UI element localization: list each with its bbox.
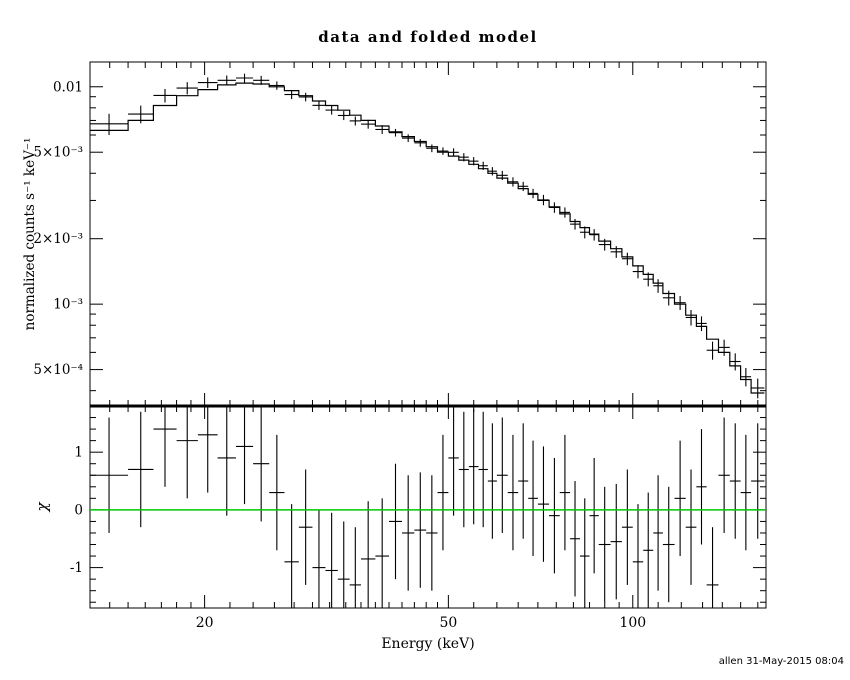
x-tick-label: 20 — [196, 615, 214, 631]
chi-tick-label: 0 — [74, 502, 83, 518]
y-tick-label: 2×10⁻³ — [33, 231, 83, 247]
chi-tick-label: -1 — [70, 560, 83, 576]
x-tick-label: 50 — [439, 615, 457, 631]
model-histogram — [90, 82, 765, 394]
y-axis-label-chi: χ — [33, 502, 51, 512]
y-tick-label: 5×10⁻³ — [33, 145, 83, 161]
y-axis-label-top: normalized counts s⁻¹ keV⁻¹ — [22, 137, 38, 331]
bottom-panel-frame — [89, 405, 767, 609]
x-axis-label: Energy (keV) — [381, 636, 475, 652]
chi-tick-label: 1 — [74, 445, 83, 461]
page-title: data and folded model — [318, 28, 538, 46]
y-tick-label: 5×10⁻⁴ — [33, 362, 83, 378]
top-panel-frame — [89, 61, 767, 407]
y-tick-label: 10⁻³ — [53, 297, 83, 313]
y-tick-label: 0.01 — [53, 79, 83, 95]
x-tick-label: 100 — [619, 615, 646, 631]
timestamp: allen 31-May-2015 08:04 — [718, 656, 844, 667]
